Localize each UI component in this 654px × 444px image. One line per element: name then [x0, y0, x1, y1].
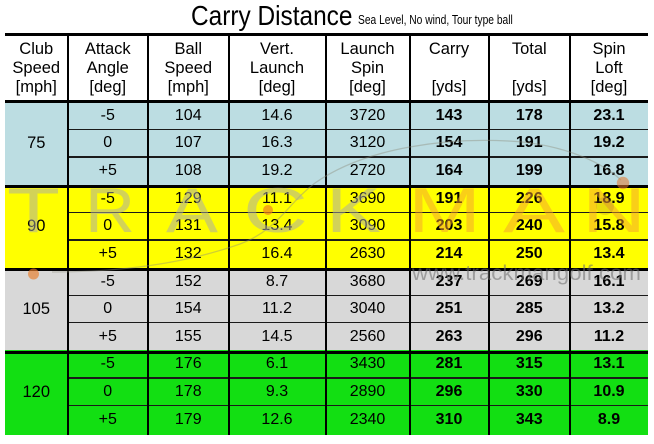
svg-text:T: T	[7, 176, 60, 246]
svg-text:K: K	[326, 176, 381, 246]
svg-text:www.trackmangolf.com: www.trackmangolf.com	[411, 262, 641, 285]
svg-text:N: N	[582, 176, 646, 246]
svg-text:A: A	[166, 176, 218, 246]
svg-text:A: A	[503, 176, 565, 246]
svg-text:R: R	[85, 176, 135, 246]
svg-text:C: C	[243, 176, 308, 246]
svg-text:M: M	[408, 176, 481, 246]
